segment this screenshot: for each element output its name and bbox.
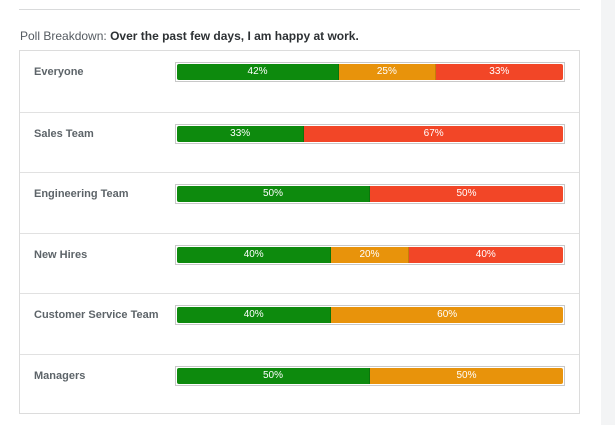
row-label: Managers (34, 369, 86, 382)
poll-row: Engineering Team 50% 50% (20, 172, 579, 233)
stacked-bar: 42% 25% 33% (175, 62, 565, 82)
row-label: Sales Team (34, 127, 94, 140)
poll-row: Customer Service Team 40% 60% (20, 293, 579, 354)
bar-segment-negative: 40% (408, 246, 563, 263)
row-label: New Hires (34, 248, 88, 261)
stacked-bar: 40% 60% (175, 305, 565, 325)
stacked-bar: 50% 50% (175, 365, 565, 386)
bar-segment-neutral: 50% (370, 367, 563, 384)
poll-row: Sales Team 33% 67% (20, 111, 579, 173)
bar-segment-neutral: 25% (339, 64, 436, 80)
row-label: Customer Service Team (34, 309, 159, 321)
bar-segment-negative: 50% (370, 186, 563, 202)
bar-segment-negative: 33% (435, 64, 563, 80)
stacked-bar: 33% 67% (175, 123, 565, 144)
bar-segment-positive: 40% (177, 246, 332, 263)
poll-title: Poll Breakdown: Over the past few days, … (20, 29, 359, 43)
bar-segment-positive: 33% (177, 125, 305, 142)
bar-segment-neutral: 20% (331, 246, 409, 263)
poll-title-prefix: Poll Breakdown: (20, 29, 107, 43)
poll-row: Everyone 42% 25% 33% (20, 51, 579, 112)
row-label: Engineering Team (34, 188, 129, 200)
divider (19, 9, 580, 10)
stacked-bar: 40% 20% 40% (175, 244, 565, 265)
bar-segment-positive: 40% (177, 307, 332, 323)
stacked-bar: 50% 50% (175, 184, 565, 204)
bar-segment-negative: 67% (304, 125, 563, 142)
bar-segment-positive: 42% (177, 64, 340, 80)
poll-question: Over the past few days, I am happy at wo… (110, 29, 359, 43)
scrollbar-track[interactable] (601, 0, 615, 425)
row-label: Everyone (34, 66, 84, 78)
poll-row: Managers 50% 50% (20, 353, 579, 415)
bar-segment-positive: 50% (177, 367, 370, 384)
bar-segment-positive: 50% (177, 186, 370, 202)
bar-segment-neutral: 60% (331, 307, 563, 323)
poll-row: New Hires 40% 20% 40% (20, 232, 579, 294)
poll-breakdown-table: Everyone 42% 25% 33% Sales Team 33% 67% Enginee… (19, 50, 580, 414)
